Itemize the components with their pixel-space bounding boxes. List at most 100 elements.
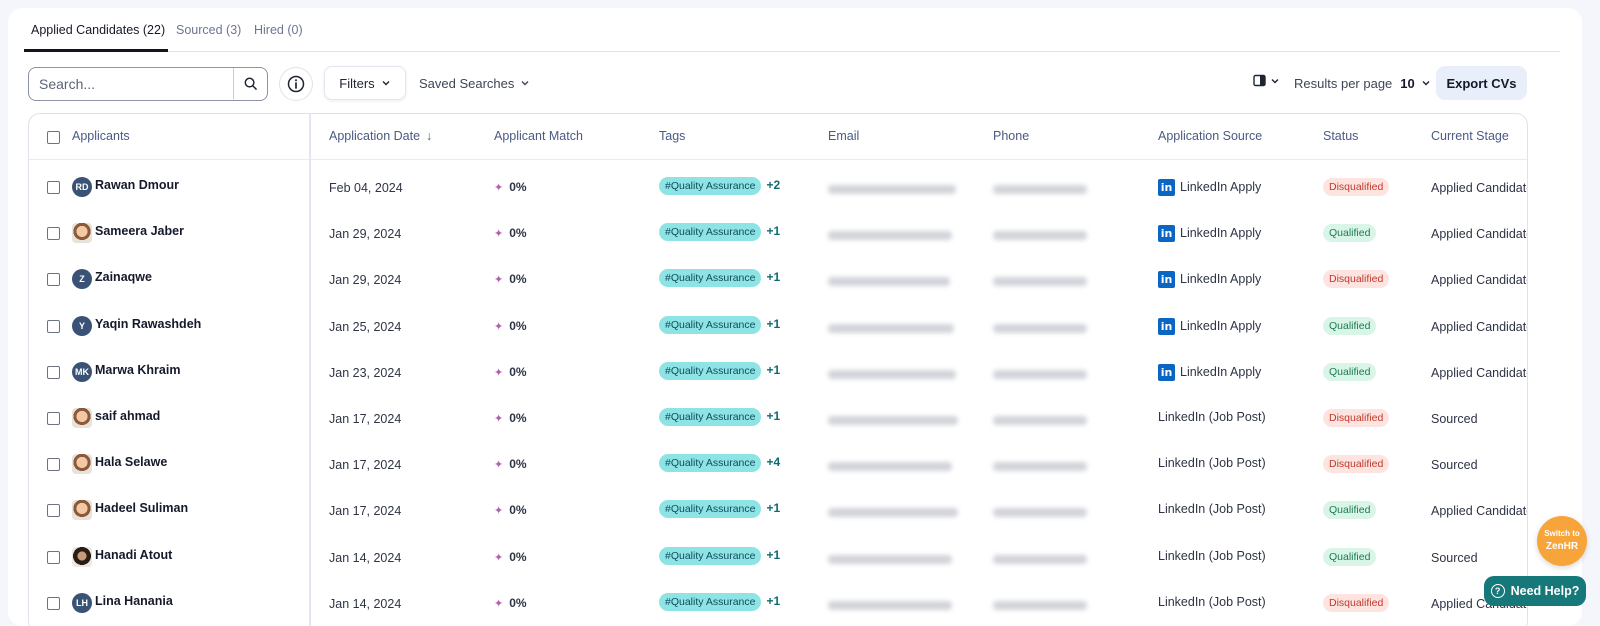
table-row[interactable]: LH Lina Hanania Jan 14, 2024 ✦ 0% #Qualit… bbox=[29, 580, 1527, 626]
table-row[interactable]: Hanadi Atout Jan 14, 2024 ✦ 0% #Quality A… bbox=[29, 534, 1527, 580]
avatar-photo bbox=[72, 500, 92, 521]
application-source-cell: LinkedIn (Job Post) bbox=[1158, 502, 1266, 516]
tag-badge[interactable]: #Quality Assurance bbox=[659, 269, 762, 288]
applicant-name[interactable]: Sameera Jaber bbox=[95, 224, 184, 239]
applicant-name[interactable]: saif ahmad bbox=[95, 409, 161, 423]
table-row[interactable]: RD Rawan Dmour Feb 04, 2024 ✦ 0% #Quality… bbox=[29, 164, 1527, 210]
candidate-tabs: Applied Candidates (22) Sourced (3) Hire… bbox=[24, 8, 1560, 52]
email-blurred bbox=[828, 599, 952, 613]
avatar-initials: Y bbox=[78, 320, 85, 331]
row-checkbox[interactable] bbox=[47, 550, 60, 564]
results-per-page[interactable]: Results per page 10 bbox=[1294, 66, 1431, 100]
application-date: Jan 14, 2024 bbox=[329, 550, 402, 565]
application-source-cell: in LinkedIn Apply bbox=[1158, 363, 1261, 381]
row-checkbox[interactable] bbox=[47, 458, 60, 472]
table-row[interactable]: saif ahmad Jan 17, 2024 ✦ 0% #Quality Ass… bbox=[29, 395, 1527, 441]
match-value: 0% bbox=[509, 411, 527, 425]
select-all-checkbox[interactable] bbox=[47, 131, 60, 144]
applicant-name[interactable]: Hala Selawe bbox=[95, 455, 168, 470]
table-row[interactable]: Hadeel Suliman Jan 17, 2024 ✦ 0% #Quality… bbox=[29, 487, 1527, 533]
table-row[interactable]: Y Yaqin Rawashdeh Jan 25, 2024 ✦ 0% #Qual… bbox=[29, 303, 1527, 349]
row-checkbox[interactable] bbox=[47, 319, 60, 333]
applicant-name[interactable]: Lina Hanania bbox=[95, 593, 173, 608]
row-checkbox[interactable] bbox=[47, 227, 60, 241]
status-badge: Qualified bbox=[1323, 547, 1377, 566]
row-checkbox[interactable] bbox=[47, 412, 60, 425]
column-header-applicants[interactable]: Applicants bbox=[72, 129, 130, 143]
row-checkbox[interactable] bbox=[47, 365, 60, 379]
tag-badge[interactable]: #Quality Assurance bbox=[659, 500, 762, 519]
applicants-table: Applicants Application Date ↓ Applicant M… bbox=[28, 113, 1528, 626]
more-tags-count[interactable]: +2 bbox=[766, 178, 781, 192]
table-row[interactable]: Hala Selawe Jan 17, 2024 ✦ 0% #Quality As… bbox=[29, 441, 1527, 487]
applicant-name[interactable]: Rawan Dmour bbox=[95, 178, 180, 192]
match-value: 0% bbox=[509, 595, 527, 610]
tag-badge[interactable]: #Quality Assurance bbox=[659, 361, 762, 380]
more-tags-count[interactable]: +1 bbox=[766, 224, 781, 239]
table-row[interactable]: Z Zainaqwe Jan 29, 2024 ✦ 0% #Quality Ass… bbox=[29, 256, 1527, 302]
avatar-photo bbox=[72, 454, 92, 475]
tag-badge[interactable]: #Quality Assurance bbox=[659, 223, 762, 242]
more-tags-count[interactable]: +1 bbox=[766, 409, 781, 423]
column-header-applicant-match[interactable]: Applicant Match bbox=[494, 129, 583, 143]
avatar: Z bbox=[72, 269, 92, 290]
applicant-name[interactable]: Hanadi Atout bbox=[95, 547, 173, 562]
applicant-name[interactable]: Zainaqwe bbox=[95, 270, 152, 285]
tab-applied-candidates[interactable]: Applied Candidates (22) bbox=[31, 23, 166, 37]
more-tags-count[interactable]: +4 bbox=[766, 455, 781, 470]
sort-down-icon[interactable]: ↓ bbox=[426, 129, 433, 143]
more-tags-count[interactable]: +1 bbox=[766, 501, 781, 516]
application-date: Jan 17, 2024 bbox=[329, 412, 402, 426]
tag-badge[interactable]: #Quality Assurance bbox=[659, 408, 762, 426]
tag-badge[interactable]: #Quality Assurance bbox=[659, 315, 762, 334]
applicant-name[interactable]: Hadeel Suliman bbox=[95, 501, 189, 516]
tag-badge[interactable]: #Quality Assurance bbox=[659, 592, 762, 611]
application-source-cell: in LinkedIn Apply bbox=[1158, 225, 1261, 243]
tag-badge[interactable]: #Quality Assurance bbox=[659, 177, 762, 195]
column-header-application-source[interactable]: Application Source bbox=[1158, 129, 1263, 143]
tag-badge[interactable]: #Quality Assurance bbox=[659, 546, 762, 565]
avatar: Y bbox=[72, 315, 92, 336]
column-header-tags[interactable]: Tags bbox=[659, 129, 686, 143]
match-value: 0% bbox=[509, 364, 527, 379]
search-input[interactable] bbox=[29, 68, 233, 99]
search-button[interactable] bbox=[233, 68, 267, 99]
export-cvs-button[interactable]: Export CVs bbox=[1436, 66, 1527, 100]
column-header-application-date[interactable]: Application Date ↓ bbox=[329, 129, 432, 143]
table-row[interactable]: Sameera Jaber Jan 29, 2024 ✦ 0% #Quality … bbox=[29, 210, 1527, 256]
applicant-name[interactable]: Yaqin Rawashdeh bbox=[95, 316, 202, 331]
status-badge: Qualified bbox=[1323, 362, 1377, 381]
need-help-button[interactable]: ? Need Help? bbox=[1484, 576, 1586, 606]
application-date: Jan 29, 2024 bbox=[329, 273, 402, 288]
column-header-email[interactable]: Email bbox=[828, 129, 860, 143]
application-source-cell: in LinkedIn Apply bbox=[1158, 317, 1262, 335]
column-toggle-button[interactable] bbox=[1253, 74, 1280, 87]
tab-hired[interactable]: Hired (0) bbox=[254, 23, 303, 37]
tag-badge[interactable]: #Quality Assurance bbox=[659, 454, 762, 473]
table-row[interactable]: MK Marwa Khraim Jan 23, 2024 ✦ 0% #Qualit… bbox=[29, 349, 1527, 395]
sparkle-icon: ✦ bbox=[494, 505, 504, 518]
more-tags-count[interactable]: +1 bbox=[766, 593, 781, 608]
column-header-status[interactable]: Status bbox=[1323, 129, 1359, 143]
more-tags-count[interactable]: +1 bbox=[766, 362, 781, 377]
column-header-phone[interactable]: Phone bbox=[993, 129, 1030, 143]
email-blurred bbox=[828, 183, 956, 197]
application-source: LinkedIn Apply bbox=[1180, 318, 1262, 333]
filters-button[interactable]: Filters bbox=[324, 66, 406, 100]
more-tags-count[interactable]: +1 bbox=[766, 270, 781, 285]
row-checkbox[interactable] bbox=[47, 504, 60, 518]
info-button[interactable] bbox=[279, 67, 313, 101]
application-source: LinkedIn (Job Post) bbox=[1158, 502, 1266, 517]
more-tags-count[interactable]: +1 bbox=[766, 547, 781, 562]
status-badge: Disqualified bbox=[1323, 270, 1390, 289]
tab-sourced[interactable]: Sourced (3) bbox=[176, 23, 242, 37]
switch-to-zenhr-button[interactable]: Switch to ZenHR bbox=[1537, 516, 1587, 566]
column-header-current-stage[interactable]: Current Stage bbox=[1431, 129, 1509, 143]
row-checkbox[interactable] bbox=[47, 181, 60, 194]
row-checkbox[interactable] bbox=[47, 596, 60, 610]
more-tags-count[interactable]: +1 bbox=[766, 316, 781, 331]
linkedin-icon: in bbox=[1158, 363, 1175, 381]
saved-searches-button[interactable]: Saved Searches bbox=[419, 66, 530, 100]
row-checkbox[interactable] bbox=[47, 273, 60, 287]
applicant-name[interactable]: Marwa Khraim bbox=[95, 362, 181, 377]
